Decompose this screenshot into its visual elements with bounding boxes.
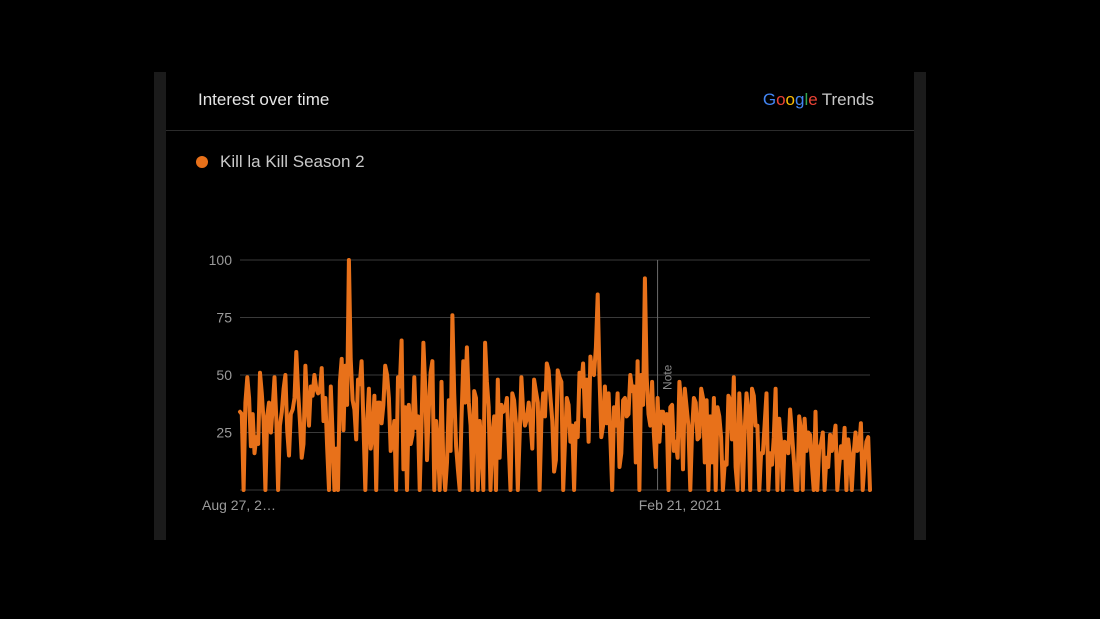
google-letter: G: [762, 90, 777, 109]
legend-series-label: Kill la Kill Season 2: [220, 152, 365, 171]
card-title: Interest over time: [198, 90, 330, 109]
x-tick-label: Aug 27, 2…: [202, 497, 276, 513]
y-tick-label: 50: [216, 367, 232, 383]
google-trends-logo[interactable]: Google Trends: [763, 90, 874, 110]
google-letter: e: [808, 90, 818, 109]
x-tick-label: Feb 21, 2021: [639, 497, 722, 513]
y-tick-label: 75: [216, 310, 232, 326]
google-letter: o: [785, 90, 795, 109]
annotation-label: Note: [661, 364, 675, 390]
legend-dot-icon: [196, 156, 208, 168]
google-logo-word: Google: [763, 90, 818, 109]
card-header: Interest over time Google Trends: [166, 72, 914, 131]
chart-legend[interactable]: Kill la Kill Season 2: [196, 152, 365, 172]
trends-word: Trends: [821, 90, 874, 109]
google-letter: g: [795, 90, 805, 109]
series-line: [238, 258, 872, 492]
google-letter: o: [776, 90, 786, 109]
y-tick-label: 25: [216, 425, 232, 441]
google-letter: l: [804, 90, 809, 109]
y-tick-label: 100: [209, 252, 233, 268]
